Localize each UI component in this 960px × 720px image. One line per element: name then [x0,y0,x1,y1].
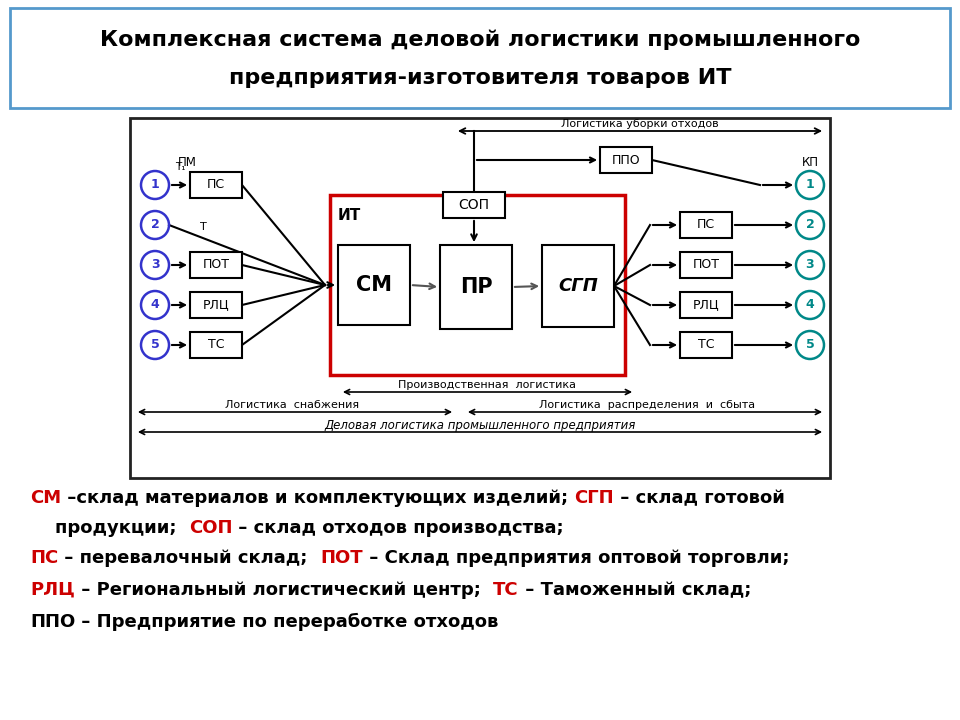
Text: ППО: ППО [30,613,75,631]
Text: РЛЦ: РЛЦ [203,299,229,312]
Text: КП: КП [802,156,819,168]
Text: Деловая логистика промышленного предприятия: Деловая логистика промышленного предприя… [324,418,636,431]
Bar [330,195,625,375]
Text: РЛЦ: РЛЦ [693,299,719,312]
Text: Комплексная система деловой логистики промышленного: Комплексная система деловой логистики пр… [100,30,860,50]
Text: ПС: ПС [207,179,225,192]
Bar [190,332,242,358]
Bar [338,245,410,325]
Text: предприятия-изготовителя товаров ИТ: предприятия-изготовителя товаров ИТ [228,68,732,88]
Text: ПС: ПС [697,218,715,232]
Text: T: T [200,222,206,232]
Text: СМ: СМ [30,489,61,507]
Text: ТС: ТС [493,581,518,599]
Text: – склад отходов производства;: – склад отходов производства; [232,519,564,537]
Text: 4: 4 [151,299,159,312]
Text: ПМ: ПМ [178,156,197,168]
Text: СГП: СГП [574,489,614,507]
Text: 2: 2 [151,218,159,232]
Text: 3: 3 [151,258,159,271]
Bar [190,172,242,198]
Bar [542,245,614,327]
Text: – Склад предприятия оптовой торговли;: – Склад предприятия оптовой торговли; [363,549,789,567]
Text: – перевалочный склад;: – перевалочный склад; [59,549,320,567]
Text: – склад готовой: – склад готовой [614,489,785,507]
Text: ПОТ: ПОТ [320,549,363,567]
Text: СГП: СГП [558,277,598,295]
Text: СМ: СМ [356,275,392,295]
Text: – Региональный логистический центр;: – Региональный логистический центр; [75,581,493,599]
Bar [600,147,652,173]
Text: T₁: T₁ [175,162,185,172]
Text: ПР: ПР [460,277,492,297]
Text: 1: 1 [805,179,814,192]
Text: 2: 2 [805,218,814,232]
Text: 3: 3 [805,258,814,271]
Text: продукции;: продукции; [30,519,189,537]
Bar [680,252,732,278]
Text: ИТ: ИТ [338,207,361,222]
Text: СОП: СОП [189,519,232,537]
Text: –склад материалов и комплектующих изделий;: –склад материалов и комплектующих издели… [61,489,574,507]
Text: ПС: ПС [30,549,59,567]
Text: 5: 5 [805,338,814,351]
Bar [130,118,830,478]
Bar [10,8,950,108]
Text: 4: 4 [805,299,814,312]
Text: Логистика  распределения  и  сбыта: Логистика распределения и сбыта [539,400,756,410]
Text: ТС: ТС [698,338,714,351]
Bar [440,245,512,329]
Text: ТС: ТС [207,338,225,351]
Bar [680,332,732,358]
Text: ППО: ППО [612,153,640,166]
Bar [190,252,242,278]
Text: 5: 5 [151,338,159,351]
Text: Производственная  логистика: Производственная логистика [398,380,576,390]
Text: – Таможенный склад;: – Таможенный склад; [518,581,752,599]
Text: СОП: СОП [459,198,490,212]
Text: Логистика  снабжения: Логистика снабжения [225,400,359,410]
Bar [680,212,732,238]
Text: РЛЦ: РЛЦ [30,581,75,599]
Text: Логистика уборки отходов: Логистика уборки отходов [562,119,719,129]
Text: ПОТ: ПОТ [692,258,719,271]
Text: 1: 1 [151,179,159,192]
Bar [680,292,732,318]
Bar [190,292,242,318]
Text: – Предприятие по переработке отходов: – Предприятие по переработке отходов [75,613,498,631]
Bar [443,192,505,218]
Text: ПОТ: ПОТ [203,258,229,271]
